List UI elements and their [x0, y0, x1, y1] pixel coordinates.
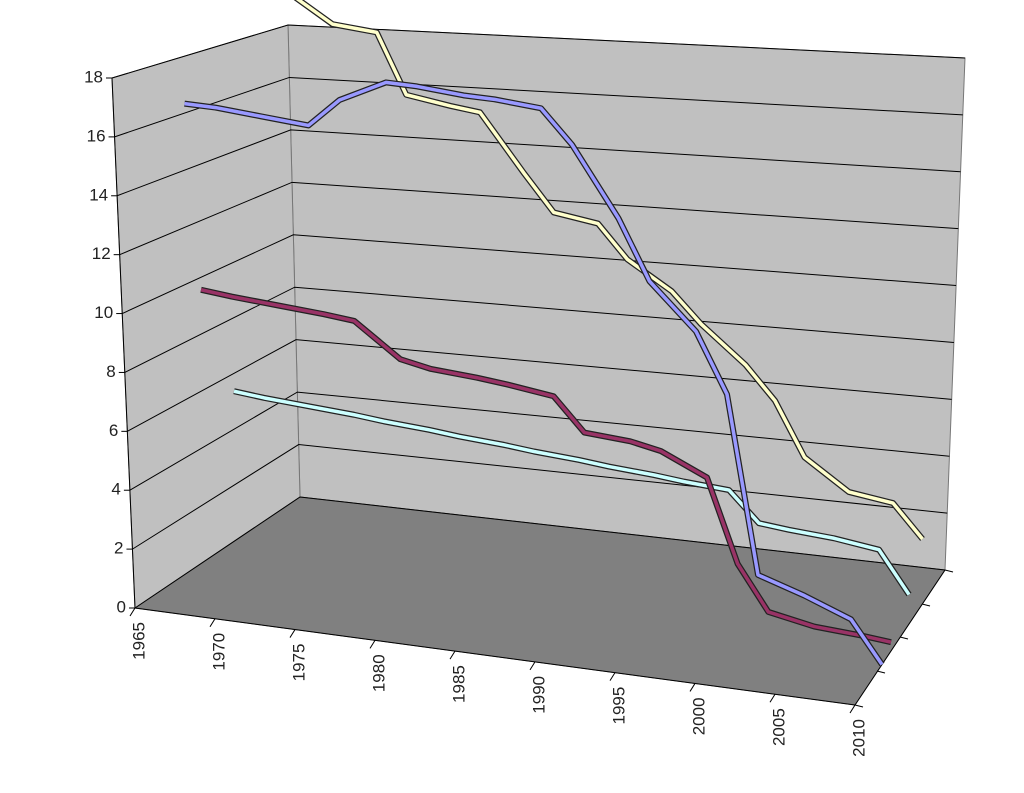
x-tick-label: 1980	[369, 654, 388, 692]
grid-line	[127, 339, 952, 432]
x-tick-label: 1995	[609, 687, 628, 725]
x-tick-label: 2005	[769, 708, 788, 746]
y-tick-label: 10	[94, 303, 113, 322]
back-wall	[287, 24, 966, 571]
x-tick	[369, 640, 376, 649]
y-tick-label: 18	[84, 67, 103, 86]
x-axis	[134, 607, 856, 706]
x-tick	[129, 607, 136, 617]
x-tick-label: 2010	[849, 719, 868, 757]
x-tick	[529, 661, 536, 671]
x-tick	[769, 693, 776, 703]
y-tick-label: 4	[111, 480, 120, 499]
line	[233, 389, 911, 596]
depth-axis	[854, 569, 954, 708]
x-tick-label: 1975	[289, 644, 308, 682]
line	[200, 288, 892, 644]
x-tick	[609, 672, 616, 681]
grid-line	[116, 129, 961, 197]
line	[295, 0, 924, 541]
x-tick-label: 1985	[449, 665, 468, 703]
grid-line	[124, 286, 954, 373]
y-tick-label: 14	[89, 185, 108, 204]
y-tick-label: 2	[114, 539, 123, 558]
x-tick	[689, 683, 696, 692]
x-tick-label: 1965	[129, 622, 148, 660]
x-tick	[849, 704, 856, 714]
grid-line	[119, 181, 959, 256]
y-tick-label: 16	[87, 126, 106, 145]
y-axis	[111, 77, 136, 609]
y-tick-label: 6	[109, 421, 118, 440]
y-tick-label: 8	[106, 362, 115, 381]
x-tick-label: 2000	[689, 697, 708, 735]
x-tick	[209, 618, 216, 628]
x-tick	[449, 650, 456, 660]
x-tick	[289, 629, 296, 638]
y-tick-label: 12	[92, 244, 111, 263]
line	[184, 80, 884, 666]
x-tick-label: 1970	[209, 633, 228, 671]
y-tick-label: 0	[117, 597, 126, 616]
grid-line	[111, 24, 966, 79]
grid-line	[114, 76, 963, 138]
x-tick-label: 1990	[529, 676, 548, 714]
grid-line	[122, 234, 957, 315]
